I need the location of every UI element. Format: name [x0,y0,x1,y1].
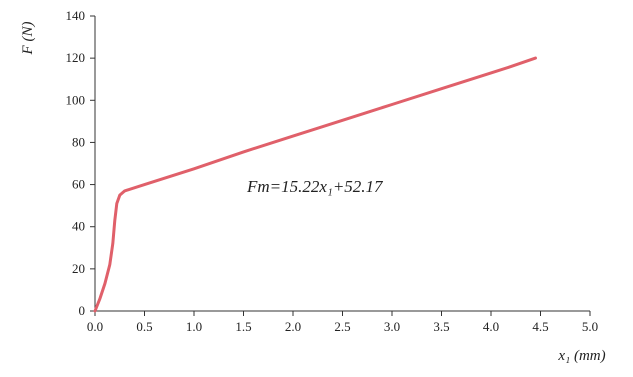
series-line-0 [93,56,537,313]
x-tick-label: 4.0 [483,319,499,334]
y-axis-title: F (N) [20,22,36,56]
ticks: 0 20 40 60 80 100 120 140 0.0 0.5 1.0 1.5 2.0 2.5 3.0 3… [66,8,599,334]
x-tick-label: 2.5 [334,319,350,334]
x-tick-label: 0.5 [136,319,152,334]
x-tick-label: 4.5 [532,319,548,334]
y-tick-label: 40 [72,219,85,234]
x-tick-label: 1.0 [186,319,202,334]
y-tick-label: 20 [72,261,85,276]
x-tick-label: 3.0 [384,319,400,334]
axes [94,16,590,312]
y-tick-label: 100 [66,92,86,107]
y-tick-label: 80 [72,134,85,149]
y-tick-label: 0 [79,303,86,318]
x-tick-label: 3.5 [433,319,449,334]
series [93,56,537,313]
x-tick-label: 1.5 [235,319,251,334]
x-tick-label: 5.0 [582,319,598,334]
y-tick-label: 120 [66,50,86,65]
x-tick-label: 0.0 [87,319,103,334]
x-tick-label: 2.0 [285,319,301,334]
regression-equation: Fm=15.22x₁+52.17 [246,177,384,196]
x-axis-title: x₁ (mm) [557,348,605,364]
y-tick-label: 140 [66,8,86,23]
y-tick-label: 60 [72,177,85,192]
